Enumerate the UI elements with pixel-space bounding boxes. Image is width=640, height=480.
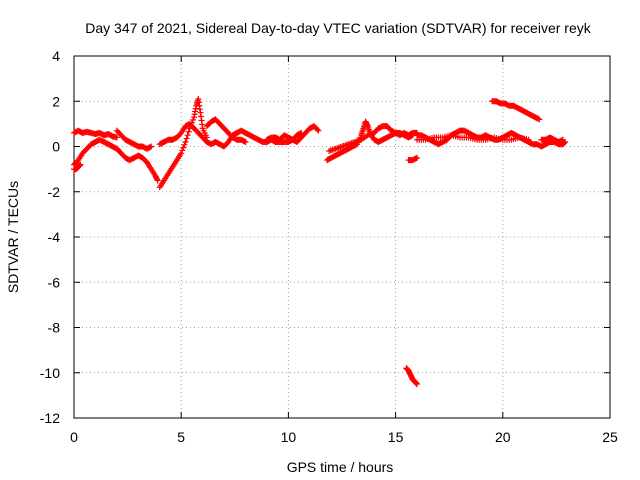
y-tick-label: -2 (48, 184, 61, 200)
data-point (414, 381, 421, 388)
y-tick-label: 4 (52, 48, 60, 64)
series-arc-f (156, 95, 210, 191)
series-arc-h (203, 116, 249, 145)
data-point (148, 143, 155, 150)
data-point (181, 141, 188, 148)
series-arc-i (212, 123, 322, 150)
data-point (180, 144, 187, 151)
data-point (154, 177, 161, 184)
y-tick-label: 0 (52, 139, 60, 155)
data-point (242, 138, 249, 145)
series-arc-r (489, 98, 543, 123)
series-arc-b (71, 136, 120, 168)
series-arc-e (113, 145, 161, 184)
y-tick-label: -6 (48, 274, 61, 290)
data-point (182, 138, 189, 145)
series-arc-j (263, 129, 305, 143)
grid-lines (74, 56, 610, 418)
data-point (314, 126, 321, 133)
y-tick-label: -8 (48, 320, 61, 336)
data-point (298, 129, 305, 136)
data-point (185, 128, 192, 135)
x-tick-label: 25 (602, 429, 618, 445)
data-point (77, 161, 84, 168)
x-tick-label: 0 (70, 429, 78, 445)
series-arc-o (403, 365, 421, 388)
x-tick-label: 15 (388, 429, 404, 445)
series-arc-g (156, 120, 219, 148)
x-tick-label: 5 (177, 429, 185, 445)
y-tick-label: 2 (52, 93, 60, 109)
data-point (315, 127, 322, 134)
data-point (536, 116, 543, 123)
x-tick-label: 20 (495, 429, 511, 445)
series-arc-m (379, 129, 416, 143)
data-point (113, 134, 120, 141)
series-arc-q (414, 132, 532, 143)
y-axis-label: SDTVAR / TECUs (5, 181, 21, 293)
series-arc-t (538, 134, 566, 145)
y-tick-label: -12 (40, 410, 60, 426)
series-arc-n (405, 154, 421, 164)
data-point (184, 132, 191, 139)
data-point (178, 150, 185, 157)
data-point (189, 116, 196, 123)
x-axis-label: GPS time / hours (287, 459, 394, 475)
data-points (71, 95, 568, 388)
data-point (414, 154, 421, 161)
x-tick-label: 10 (281, 429, 297, 445)
series-arc-a (71, 127, 120, 141)
series-arc-d (113, 127, 155, 152)
data-point (179, 147, 186, 154)
y-tick-label: -10 (40, 365, 60, 381)
y-tick-label: -4 (48, 229, 61, 245)
chart-title: Day 347 of 2021, Sidereal Day-to-day VTE… (85, 20, 591, 36)
data-point (183, 135, 190, 142)
data-point (559, 136, 566, 143)
series-arc-c (71, 161, 84, 173)
